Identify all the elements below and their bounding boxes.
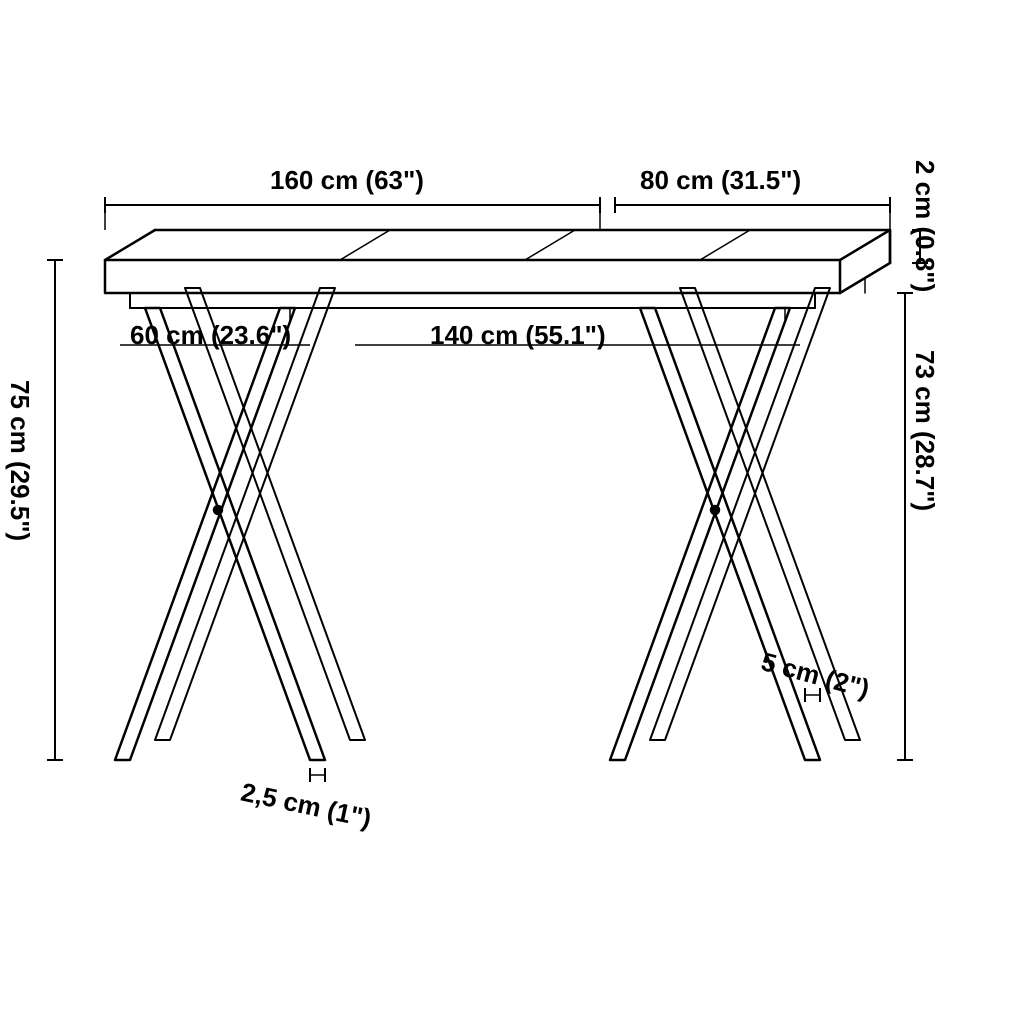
dim-top-thickness: 2 cm (0.8") <box>909 160 940 292</box>
dim-top-width: 160 cm (63") <box>270 165 424 196</box>
dim-leg-span: 140 cm (55.1") <box>430 320 606 351</box>
dim-under-height: 73 cm (28.7") <box>909 350 940 511</box>
dim-total-height: 75 cm (29.5") <box>4 380 35 541</box>
dim-leg-depth: 60 cm (23.6") <box>130 320 291 351</box>
dim-top-depth: 80 cm (31.5") <box>640 165 801 196</box>
